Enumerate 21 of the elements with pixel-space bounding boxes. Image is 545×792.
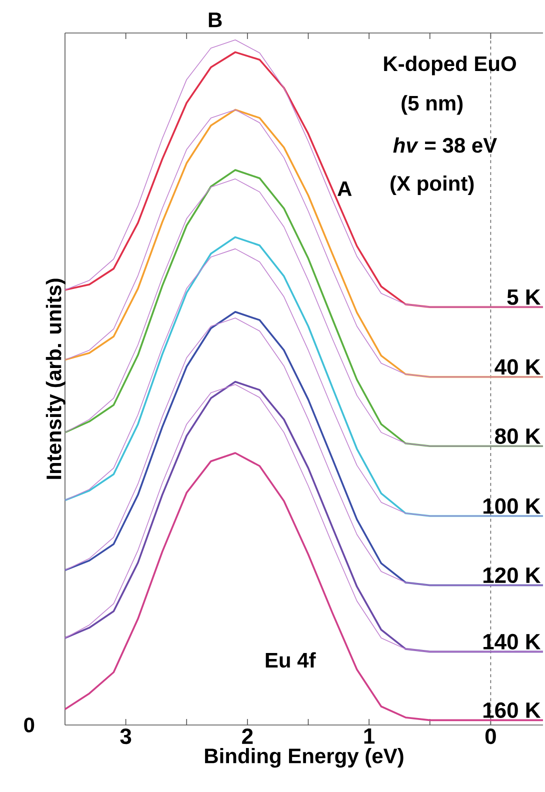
series-label: 80 K [495,428,541,444]
x-axis-title: Binding Energy (eV) [205,748,404,768]
series-label: 140 K [483,634,541,650]
x-tick-label: 0 [485,728,496,744]
x-tick-label: 1 [364,728,375,744]
x-tick-label: 2 [242,728,253,744]
series-label: 5 K [507,290,541,305]
annotation: K-doped EuO [384,56,516,76]
series-label: 40 K [494,359,541,375]
annotation: (X point) [390,175,474,196]
text: B [208,12,222,28]
x-tick-label: 3 [120,728,132,744]
series-label: 160 K [483,702,541,718]
series-label: 100 K [483,498,541,514]
annotation: hv = 38 eV [393,137,497,153]
text: 0 [24,718,34,732]
annotation: A [338,181,352,196]
series-label: 120 K [483,567,541,584]
annotation: (5 nm) [402,95,463,115]
annotation: Eu 4f [266,652,316,668]
y-axis-title: Intensity (arb. units) [46,278,66,479]
